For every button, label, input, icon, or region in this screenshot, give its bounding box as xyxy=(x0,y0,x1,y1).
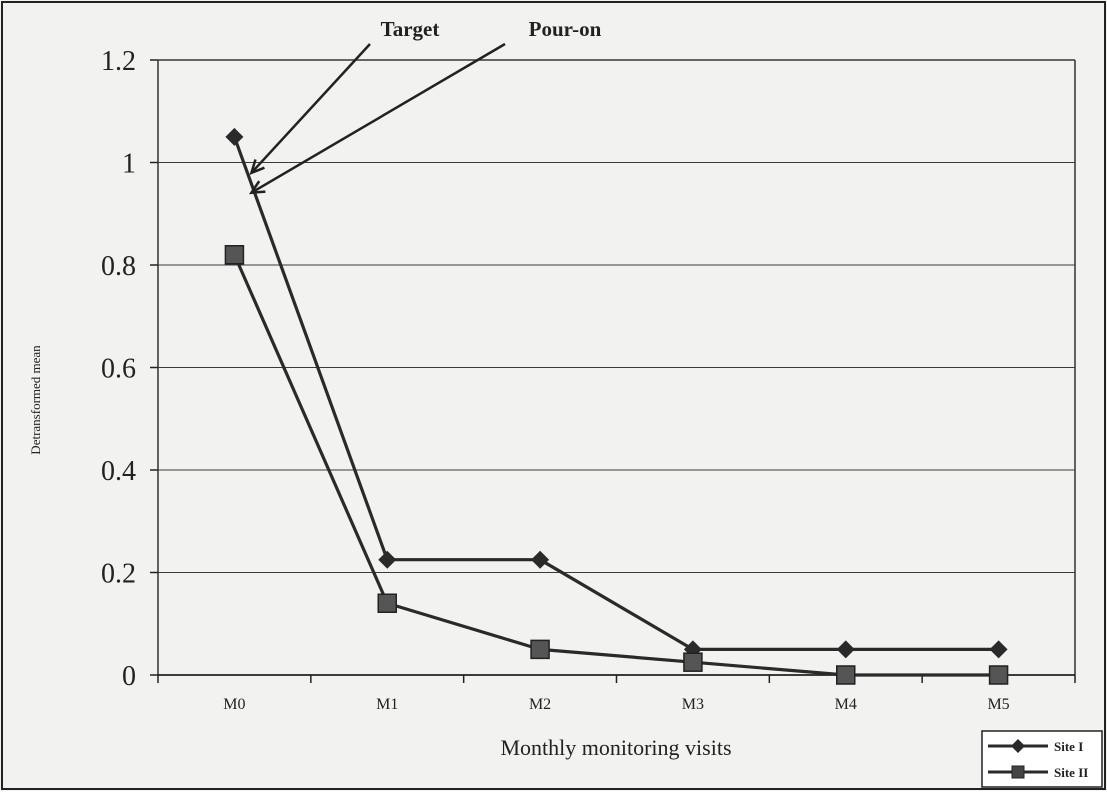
series-line-site-2 xyxy=(232,254,999,677)
y-tick-label: 0.6 xyxy=(101,354,136,385)
legend-marker-site-1 xyxy=(1011,739,1025,753)
y-tick-label: 0.2 xyxy=(101,559,136,590)
x-tick-label: M1 xyxy=(376,696,398,713)
data-point-site-2 xyxy=(224,245,245,265)
annotation-label: Target xyxy=(381,17,440,41)
legend-marker-site-2 xyxy=(1011,765,1025,779)
y-axis-label: Detransformed mean xyxy=(28,345,43,455)
data-point-site-2 xyxy=(377,593,397,613)
data-point-site-1 xyxy=(225,127,244,146)
annotation-arrow xyxy=(250,42,506,194)
annotation-arrow xyxy=(250,43,371,174)
data-point-site-1 xyxy=(989,640,1008,659)
x-tick-label: M0 xyxy=(223,696,245,713)
x-tick-label: M2 xyxy=(529,696,551,713)
y-tick-label: 0 xyxy=(122,661,136,692)
data-point-site-2 xyxy=(683,652,703,672)
data-point-site-2 xyxy=(530,639,550,660)
data-point-site-2 xyxy=(836,665,856,685)
annotation-arrowhead xyxy=(248,180,266,195)
x-axis-label: Monthly monitoring visits xyxy=(500,735,731,760)
y-tick-label: 1.2 xyxy=(101,46,136,77)
legend-label-site-1: Site I xyxy=(1054,739,1083,754)
x-tick-label: M4 xyxy=(835,696,857,713)
annotations: Target Pour-on xyxy=(248,17,602,195)
data-point-site-2 xyxy=(988,665,1009,685)
legend-box xyxy=(981,730,1103,788)
x-tick-label: M3 xyxy=(682,696,704,713)
y-tick-label: 0.4 xyxy=(101,456,136,487)
y-axis-tick-labels: 0 0.2 0.4 0.6 0.8 1 1.2 xyxy=(101,46,136,692)
data-point-site-1 xyxy=(836,640,855,659)
x-tick-label: M5 xyxy=(987,696,1009,713)
data-point-site-1 xyxy=(378,550,397,569)
legend: Site I Site II xyxy=(981,730,1103,788)
annotation-arrowhead xyxy=(249,159,265,175)
annotation-label: Pour-on xyxy=(529,17,602,41)
y-tick-label: 0.8 xyxy=(101,251,136,282)
series-lines xyxy=(224,127,1009,685)
y-tick-label: 1 xyxy=(122,149,136,180)
data-point-site-1 xyxy=(531,550,550,569)
series-line-site-1 xyxy=(232,136,999,651)
legend-label-site-2: Site II xyxy=(1054,765,1088,780)
x-axis-tick-labels: M0 M1 M2 M3 M4 M5 xyxy=(157,675,1076,713)
